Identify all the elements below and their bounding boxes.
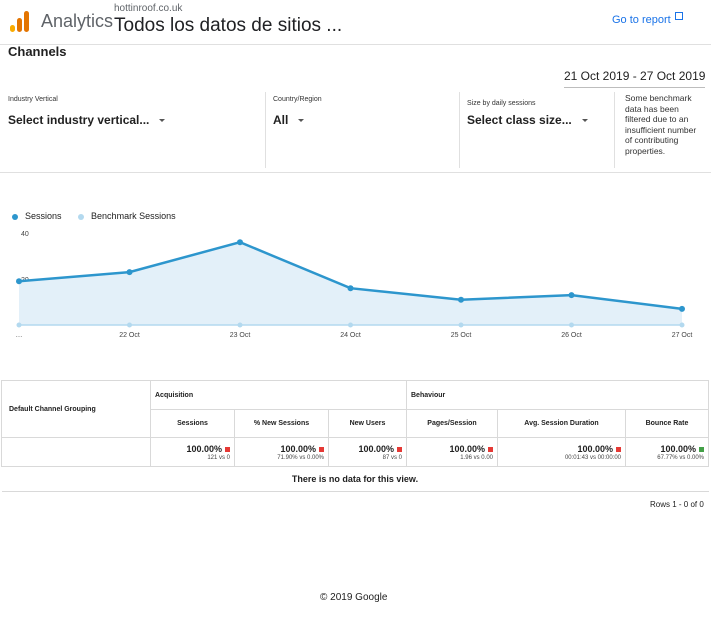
total-compare: 71.90% vs 0.00% (277, 454, 324, 461)
x-tick-label: 26 Oct (561, 332, 582, 339)
divider (614, 92, 615, 168)
sessions-point[interactable] (237, 239, 243, 246)
total-value: 100.00% (280, 443, 316, 454)
divider (265, 92, 266, 168)
column-header-sessions[interactable]: Sessions (150, 409, 235, 438)
date-range-picker[interactable]: 21 Oct 2019 - 27 Oct 2019 (564, 69, 706, 88)
trend-down-red-icon (488, 447, 493, 453)
total-value: 100.00% (449, 443, 485, 454)
total-compare: 67.77% vs 0.00% (657, 454, 704, 461)
column-header-avg-session-duration[interactable]: Avg. Session Duration (497, 409, 626, 438)
class-size-select[interactable]: Select class size... (467, 113, 588, 127)
country-region-value: All (273, 113, 289, 127)
benchmark-point[interactable] (237, 322, 243, 328)
total-value: 100.00% (358, 443, 394, 454)
go-to-report-link[interactable]: Go to report (612, 12, 683, 26)
total-cell: 100.00% 67.77% vs 0.00% (625, 437, 709, 467)
trend-down-red-icon (319, 447, 324, 453)
column-header-bounce-rate[interactable]: Bounce Rate (625, 409, 709, 438)
app-name: Analytics (41, 11, 114, 31)
sessions-point[interactable] (458, 296, 464, 303)
total-cell: 100.00% 71.90% vs 0.00% (234, 437, 329, 467)
x-tick-label: 23 Oct (230, 332, 251, 339)
column-header-new-users[interactable]: New Users (328, 409, 407, 438)
x-tick-label: … (16, 332, 23, 339)
x-tick-label: 25 Oct (451, 332, 472, 339)
sessions-point[interactable] (16, 278, 22, 285)
channels-table: Default Channel Grouping Acquisition Beh… (1, 380, 709, 492)
external-link-icon (674, 12, 683, 20)
sessions-point[interactable] (347, 285, 354, 292)
totals-row: 100.00% 121 vs 0 100.00% 71.90% vs 0.00% 1… (1, 437, 709, 467)
sessions-point[interactable] (679, 305, 685, 312)
rows-info: Rows 1 - 0 of 0 (650, 500, 704, 509)
group-header-acquisition: Acquisition (150, 380, 407, 410)
divider (0, 172, 711, 173)
country-region-select[interactable]: All (273, 113, 305, 127)
country-region-label: Country/Region (273, 96, 322, 103)
trend-up-green-icon (699, 447, 704, 453)
total-cell: 100.00% 121 vs 0 (150, 437, 235, 467)
trend-down-red-icon (397, 447, 402, 453)
sessions-area (19, 242, 682, 325)
chevron-down-icon (298, 119, 305, 123)
total-compare: 121 vs 0 (207, 454, 230, 461)
total-value: 100.00% (186, 443, 222, 454)
legend-label: Benchmark Sessions (91, 211, 176, 221)
legend-dot-icon (78, 213, 85, 220)
row-header: Default Channel Grouping (1, 380, 151, 438)
benchmark-point[interactable] (458, 322, 464, 328)
benchmark-note: Some benchmark data has been filtered du… (625, 93, 697, 156)
trend-down-red-icon (616, 447, 621, 453)
no-data-message: There is no data for this view. (1, 466, 709, 492)
industry-vertical-value: Select industry vertical... (8, 113, 150, 127)
divider (459, 92, 460, 168)
legend-item-sessions[interactable]: Sessions (12, 211, 62, 221)
trend-down-red-icon (225, 447, 230, 453)
total-compare: 87 vs 0 (382, 454, 402, 461)
benchmark-point[interactable] (16, 322, 22, 328)
chevron-down-icon (159, 119, 166, 123)
page-title: Channels (8, 44, 67, 59)
app-header: Analytics hottinroof.co.uk Todos los dat… (0, 0, 711, 45)
property-name: hottinroof.co.uk (114, 3, 183, 14)
total-value: 100.00% (577, 443, 613, 454)
column-header-new-sessions[interactable]: % New Sessions (234, 409, 329, 438)
column-header-pages-session[interactable]: Pages/Session (406, 409, 498, 438)
sessions-point[interactable] (568, 292, 575, 299)
view-name[interactable]: Todos los datos de sitios ... (114, 15, 343, 36)
chevron-down-icon (581, 119, 588, 123)
total-cell: 100.00% 1.96 vs 0.00 (406, 437, 498, 467)
y-tick-label: 40 (21, 231, 29, 238)
analytics-logo-icon (10, 10, 32, 32)
x-tick-label: 22 Oct (119, 332, 140, 339)
sessions-point[interactable] (126, 269, 133, 276)
industry-vertical-select[interactable]: Select industry vertical... (8, 113, 166, 127)
total-cell: 100.00% 87 vs 0 (328, 437, 407, 467)
total-compare: 00:01:43 vs 00:00:00 (564, 454, 621, 461)
benchmark-point[interactable] (569, 322, 574, 328)
group-header-behaviour: Behaviour (406, 380, 709, 410)
total-value: 100.00% (660, 443, 696, 454)
total-cell: 100.00% 00:01:43 vs 00:00:00 (497, 437, 626, 467)
chart-legend: Sessions Benchmark Sessions (12, 211, 190, 221)
go-to-report-label: Go to report (612, 14, 671, 26)
totals-label-cell (1, 437, 151, 467)
total-compare: 1.96 vs 0.00 (460, 454, 493, 461)
benchmark-point[interactable] (679, 322, 685, 328)
legend-item-benchmark[interactable]: Benchmark Sessions (78, 211, 176, 221)
legend-label: Sessions (25, 211, 62, 221)
x-tick-label: 27 Oct (672, 332, 693, 339)
footer-copyright: © 2019 Google (320, 592, 388, 603)
class-size-value: Select class size... (467, 113, 572, 127)
x-tick-label: 24 Oct (340, 332, 361, 339)
legend-dot-icon (12, 213, 18, 220)
benchmark-point[interactable] (127, 322, 132, 328)
industry-vertical-label: Industry Vertical (8, 96, 58, 103)
benchmark-point[interactable] (348, 322, 353, 328)
size-by-sessions-label: Size by daily sessions (467, 100, 536, 107)
